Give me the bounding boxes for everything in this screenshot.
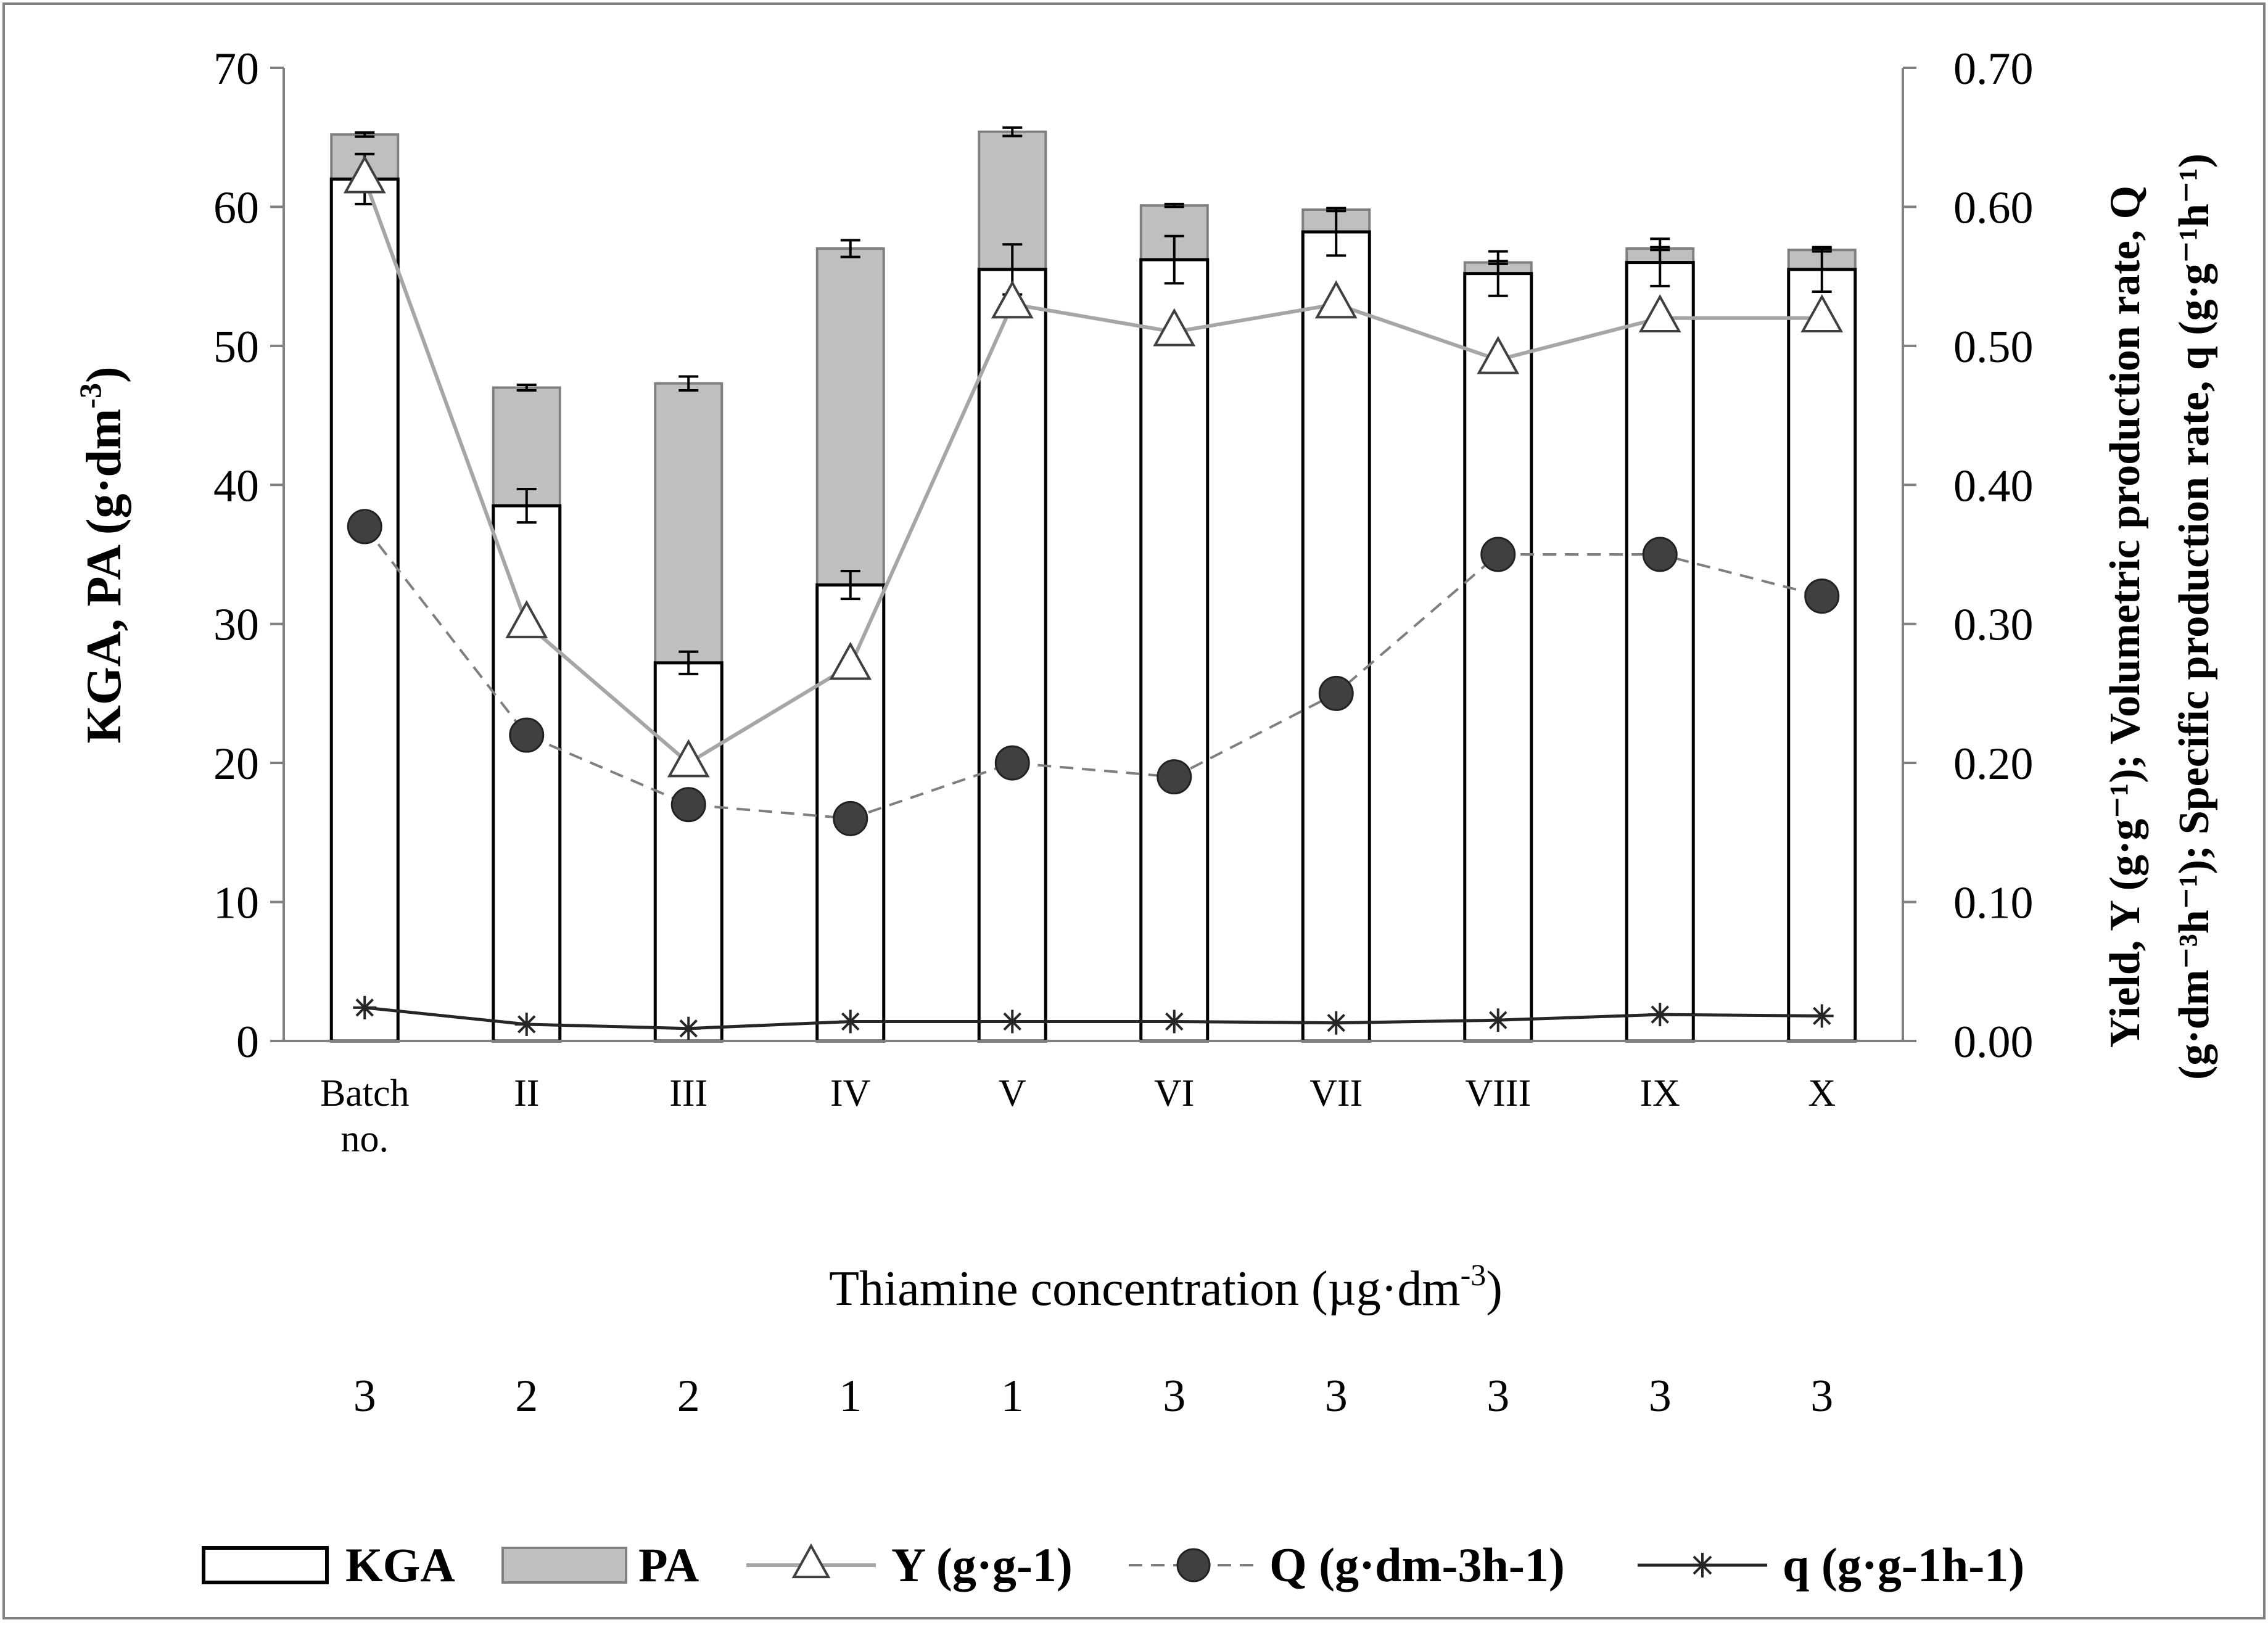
left-tick-label: 0 — [236, 1017, 259, 1068]
chart: 0 10 20 30 40 50 60 70 0.00 0.10 0.20 0.30 0.40 0.50 0… — [0, 0, 2268, 1622]
x-axis-title: Thiamine concentration (µg·dm-3) — [829, 1257, 1503, 1316]
bar-kga — [331, 179, 398, 1041]
point-q-volumetric — [348, 510, 381, 543]
right-tick-label: 0.10 — [1953, 878, 2034, 929]
right-axis-title-line2: (g·dm⁻³h⁻¹); Specific production rate, q… — [2171, 154, 2218, 1080]
left-tick-label: 70 — [213, 44, 259, 94]
x-tick-label: V — [999, 1072, 1026, 1114]
bar-kga — [655, 663, 722, 1041]
right-tick-label: 0.40 — [1953, 461, 2034, 511]
left-tick-label: 50 — [213, 322, 259, 372]
legend-swatch-pa — [503, 1548, 626, 1582]
point-q-specific — [1810, 1004, 1834, 1027]
thiamine-value: 3 — [1487, 1371, 1509, 1421]
x-tick-label: IX — [1640, 1072, 1680, 1114]
legend-marker-q-volumetric — [1177, 1549, 1210, 1581]
bar-pa — [817, 249, 884, 585]
x-tick-label: VIII — [1465, 1072, 1531, 1114]
point-q-volumetric — [834, 802, 867, 835]
right-tick-label: 0.50 — [1953, 322, 2034, 372]
left-tick-label: 60 — [213, 183, 259, 233]
point-q-volumetric — [510, 718, 543, 752]
thiamine-value: 3 — [1325, 1371, 1348, 1421]
left-tick-label: 30 — [213, 600, 259, 651]
x-tick-label: II — [514, 1072, 539, 1114]
x-tick-label: VII — [1309, 1072, 1363, 1114]
point-q-volumetric — [672, 788, 705, 821]
point-q-volumetric — [1805, 580, 1839, 613]
bar-kga — [1303, 232, 1369, 1041]
bar-pa — [655, 384, 722, 663]
thiamine-value: 2 — [515, 1371, 538, 1421]
legend-label-q-specific: q (g·g-1h-1) — [1783, 1538, 2024, 1592]
bar-kga — [979, 269, 1045, 1041]
left-tick-label: 20 — [213, 739, 259, 789]
legend-label-q-volumetric: Q (g·dm-3h-1) — [1269, 1538, 1565, 1592]
bar-kga — [1789, 269, 1855, 1041]
thiamine-value: 3 — [1649, 1371, 1672, 1421]
bar-kga — [1141, 260, 1208, 1041]
x-tick-label: III — [669, 1072, 707, 1114]
legend-swatch-kga — [204, 1548, 327, 1582]
right-tick-label: 0.60 — [1953, 183, 2034, 233]
right-tick-label: 0.30 — [1953, 600, 2034, 651]
thiamine-value: 3 — [1810, 1371, 1833, 1421]
thiamine-value: 3 — [353, 1371, 376, 1421]
x-tick-label: X — [1808, 1072, 1836, 1114]
thiamine-value: 1 — [839, 1371, 862, 1421]
point-q-volumetric — [1482, 538, 1515, 571]
point-q-volumetric — [1643, 538, 1676, 571]
left-tick-label: 10 — [213, 878, 259, 929]
left-axis-title: KGA, PA (g·dm-3) — [73, 366, 131, 743]
x-tick-label: VI — [1154, 1072, 1194, 1114]
legend-marker-q-specific — [1690, 1553, 1715, 1578]
point-q-volumetric — [1158, 760, 1191, 794]
bar-kga — [493, 506, 560, 1041]
right-tick-label: 0.20 — [1953, 739, 2034, 789]
thiamine-value: 2 — [677, 1371, 700, 1421]
legend-label-pa: PA — [638, 1538, 699, 1592]
legend-label-y: Y (g·g-1) — [891, 1538, 1073, 1592]
point-q-volumetric — [996, 746, 1029, 780]
right-tick-label: 0.70 — [1953, 44, 2034, 94]
bar-kga — [1627, 263, 1693, 1041]
left-tick-label: 40 — [213, 461, 259, 511]
chart-root: 0 10 20 30 40 50 60 70 0.00 0.10 0.20 0.30 0.40 0.50 0… — [0, 0, 2268, 1622]
point-q-specific — [677, 1017, 700, 1040]
bar-kga — [1465, 274, 1532, 1041]
legend-label-kga: KGA — [345, 1538, 455, 1592]
right-axis-title-line1: Yield, Y (g·g⁻¹); Volumetric production … — [2101, 186, 2149, 1048]
point-q-volumetric — [1319, 677, 1353, 710]
thiamine-value: 1 — [1001, 1371, 1024, 1421]
right-tick-label: 0.00 — [1953, 1017, 2034, 1068]
x-tick-label: IV — [830, 1072, 871, 1114]
point-q-specific — [1648, 1003, 1672, 1026]
thiamine-value: 3 — [1163, 1371, 1186, 1421]
